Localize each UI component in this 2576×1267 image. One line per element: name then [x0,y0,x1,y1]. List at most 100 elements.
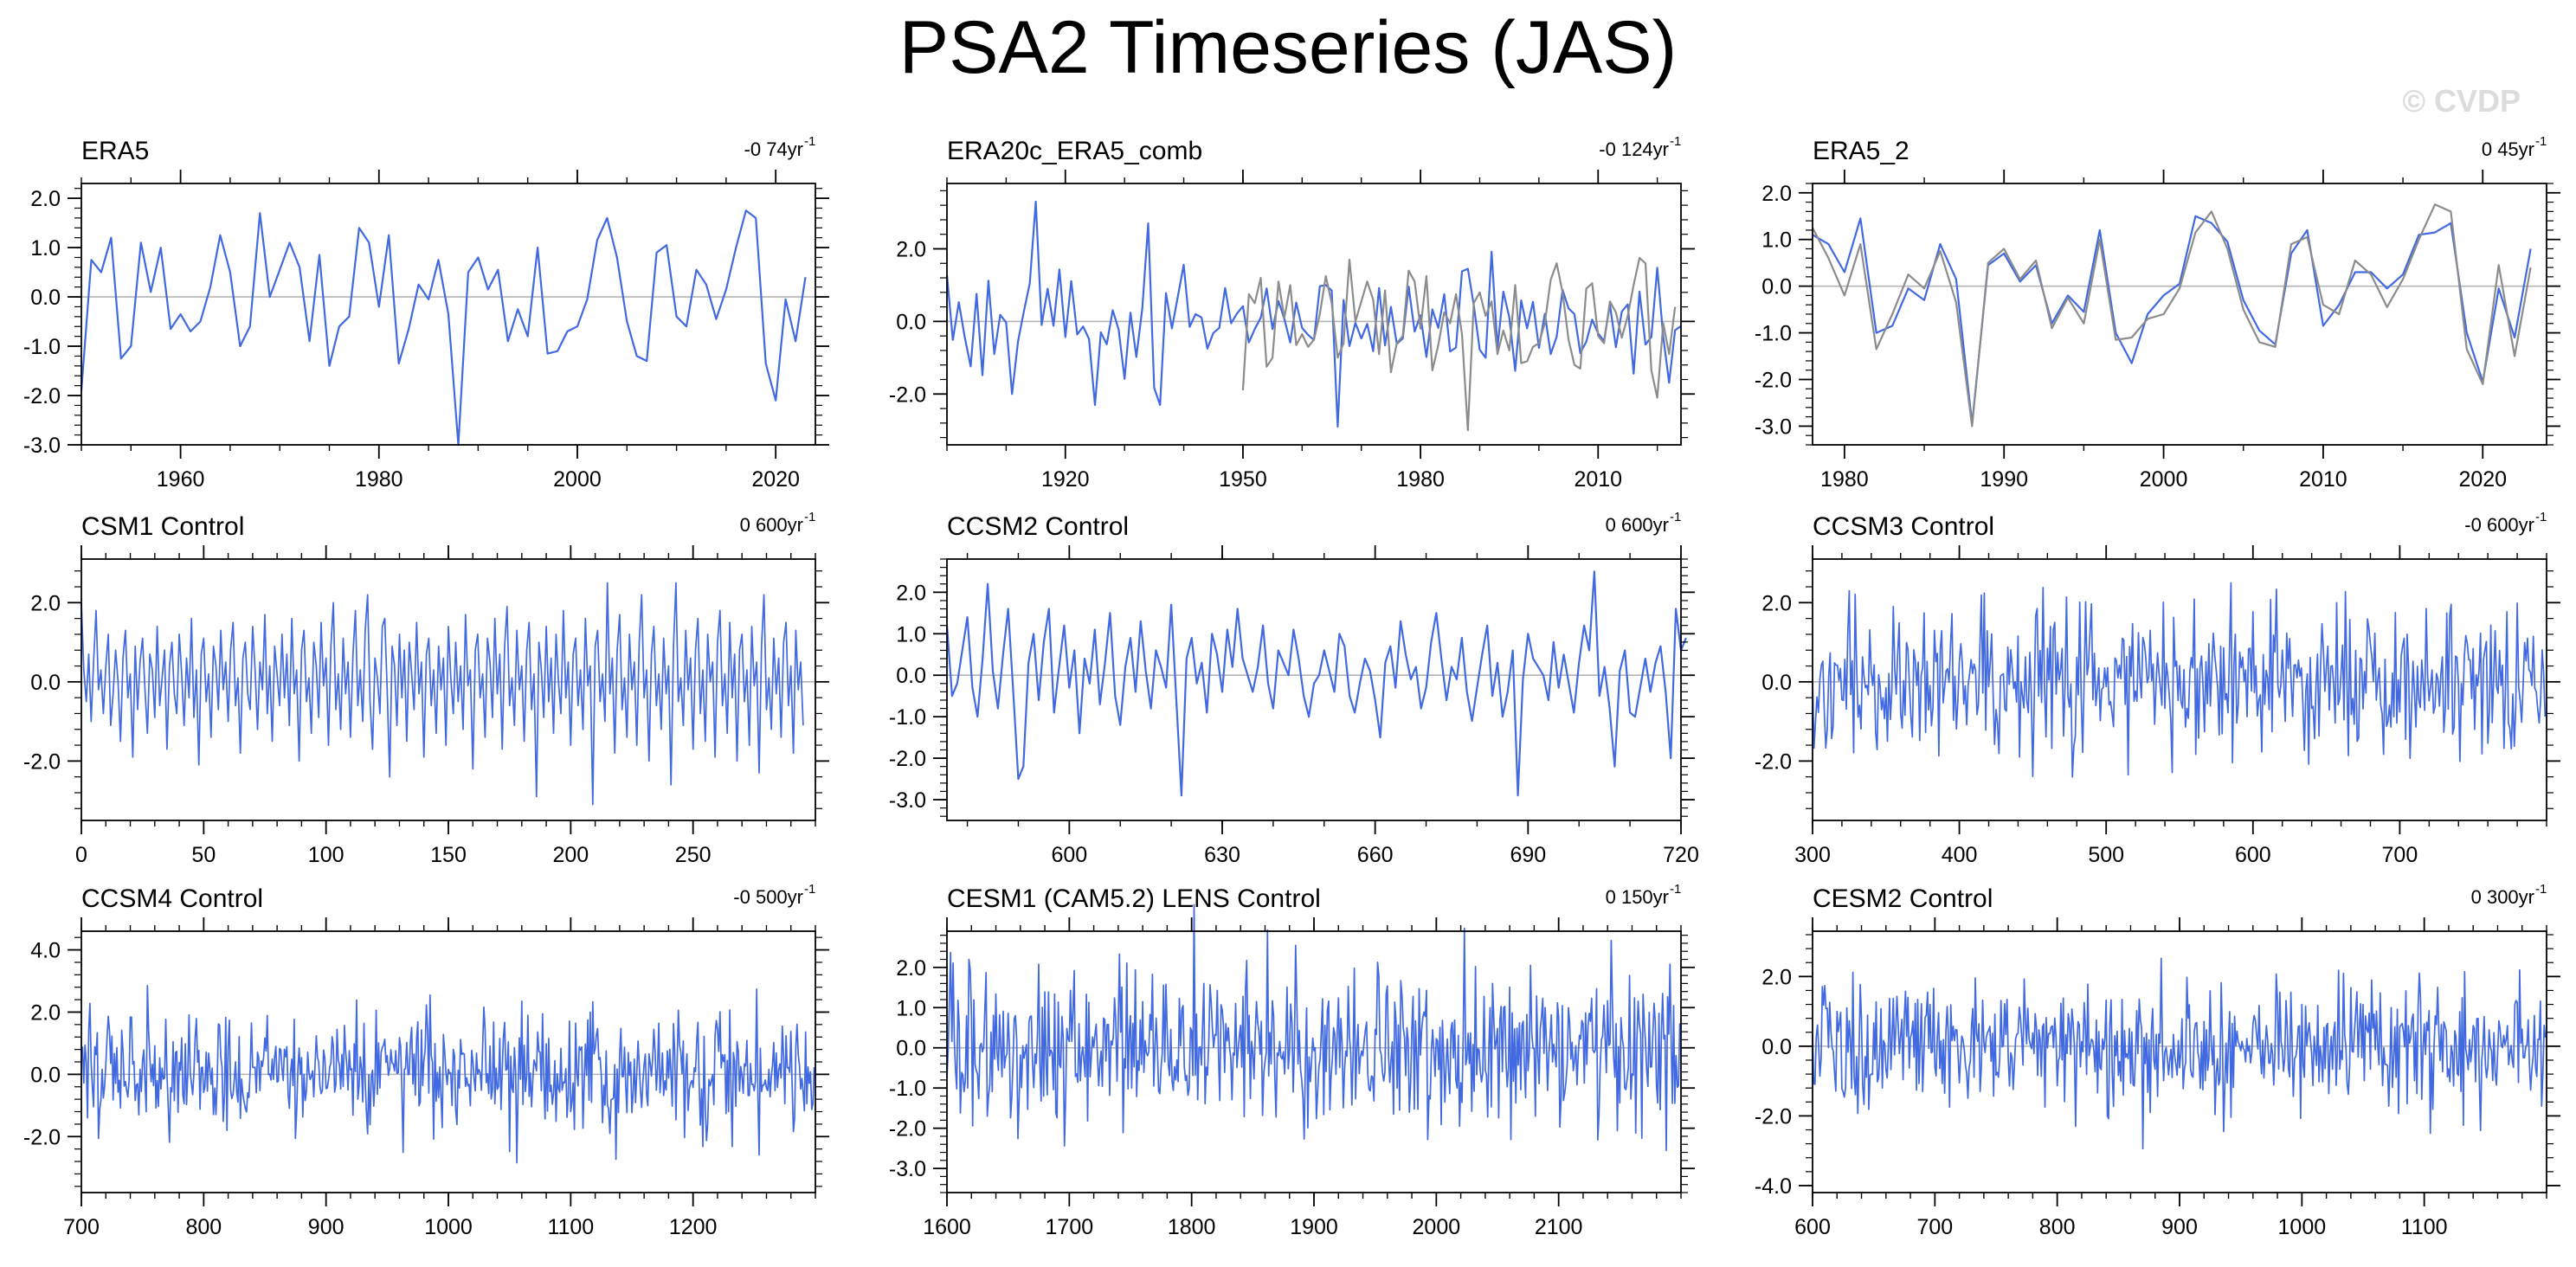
page-title: PSA2 Timeseries (JAS) [898,6,1678,89]
x-tick-label: 600 [2235,843,2271,867]
panel-ccsm4-control: 700 800 900 1000 1100 1200 4.0 2.0 0.0 -2.0 CCSM4 … [23,882,829,1239]
x-tick-label: 2100 [1535,1215,1583,1239]
y-tick-label: 2.0 [896,956,926,981]
x-tick-label: 800 [2039,1215,2076,1239]
x-tick-label: 250 [675,843,712,867]
x-tick-label: 1200 [669,1215,718,1239]
x-tick-label: 400 [1942,843,1978,867]
trend-label: 0 300yr [2471,886,2534,908]
x-tick-label: 900 [2161,1215,2198,1239]
x-tick-label: 700 [2382,843,2418,867]
y-tick-label: -1.0 [889,1077,926,1101]
x-tick-label: 1600 [923,1215,971,1239]
x-tick-label: 2010 [2299,467,2347,492]
trend-label: 0 600yr [1606,514,1669,536]
panel-title: CESM1 (CAM5.2) LENS Control [947,884,1321,913]
x-tick-label: 150 [430,843,467,867]
y-tick-label: 0.0 [896,664,926,688]
x-tick-label: 1980 [355,467,403,492]
x-tick-label: 1000 [2278,1215,2327,1239]
y-tick-label: 1.0 [1761,228,1792,253]
x-tick-label: 200 [552,843,589,867]
y-tick-label: -2.0 [889,1117,926,1142]
x-tick-label: 0 [75,843,87,867]
y-tick-label: 2.0 [1761,591,1792,615]
y-tick-label: -2.0 [1755,1104,1792,1129]
y-tick-label: 1.0 [30,236,61,260]
x-tick-label: 1980 [1396,467,1445,492]
plot-frame [946,558,1682,821]
y-tick-label: 1.0 [896,996,926,1020]
y-tick-label: 2.0 [30,591,61,615]
x-tick-label: 300 [1794,843,1831,867]
x-tick-label: 1990 [1980,467,2028,492]
trend-exponent: -1 [1670,134,1681,149]
plot-frame [1812,558,2547,821]
x-tick-label: 700 [1916,1215,1953,1239]
plot-frame [80,930,816,1193]
y-tick-label: 2.0 [30,1000,61,1025]
x-tick-label: 1800 [1168,1215,1216,1239]
x-tick-label: 100 [308,843,345,867]
panel-ccsm2-control: 600 630 660 690 720 2.0 1.0 0.0 -1.0 -2.0 -3.0 CCSM… [889,510,1699,867]
y-tick-label: -1.0 [889,705,926,730]
x-tick-label: 690 [1510,843,1546,867]
series-line-csm1-control [80,582,804,806]
x-tick-label: 2010 [1574,467,1622,492]
x-tick-label: 1900 [1290,1215,1338,1239]
trend-exponent: -1 [1670,882,1681,897]
y-tick-label: -3.0 [889,1157,926,1181]
y-tick-label: 0.0 [896,310,926,334]
y-tick-label: 2.0 [30,187,61,211]
series-line-era5 [80,209,807,447]
trend-label: -0 124yr [1599,138,1669,160]
y-tick-label: -1.0 [1755,322,1792,346]
series-line-cesm2-control [1812,957,2547,1150]
x-tick-label: 1980 [1820,467,1869,492]
panel-era5: 1960 1980 2000 2020 2.0 1.0 0.0 -1.0 -2.0 -3.0 ERA… [23,134,829,492]
panel-ccsm3-control: 300 400 500 600 700 2.0 0.0 -2.0 CCSM3 Control -0… [1755,510,2560,867]
x-tick-label: 2000 [1413,1215,1461,1239]
trend-label: 0 150yr [1606,886,1669,908]
y-tick-label: -1.0 [23,335,61,359]
x-tick-label: 660 [1357,843,1394,867]
x-tick-label: 600 [1794,1215,1831,1239]
plot-frame [80,558,816,821]
plot-frame [946,183,1682,446]
trend-label: -0 74yr [744,138,803,160]
series-line-ccsm4-control [80,985,815,1164]
y-tick-label: 0.0 [30,1063,61,1087]
x-tick-label: 500 [2088,843,2124,867]
y-tick-label: 2.0 [896,238,926,262]
series-line-era5-2 [1812,215,2532,425]
y-tick-label: 0.0 [1761,1035,1792,1059]
y-tick-label: 4.0 [30,939,61,963]
series-line-ccsm3-control [1812,582,2547,778]
panel-title: CESM2 Control [1813,884,1993,913]
trend-label: 0 45yr [2482,138,2534,160]
panel-title: CCSM3 Control [1813,512,1994,541]
series-line-cesm1-cam5-2-lens-control [946,904,1681,1152]
panel-title: ERA20c_ERA5_comb [947,137,1202,165]
y-tick-label: 0.0 [1761,275,1792,299]
trend-exponent: -1 [804,510,815,524]
x-tick-label: 1000 [424,1215,473,1239]
trend-label: 0 600yr [740,514,803,536]
x-tick-label: 720 [1663,843,1699,867]
panel-csm1-control: 0 50 100 150 200 250 2.0 0.0 -2.0 CSM1 Control 0 6… [23,510,829,867]
panel-title: ERA5_2 [1813,137,1909,165]
trend-exponent: -1 [804,134,815,149]
x-tick-label: 1700 [1046,1215,1094,1239]
trend-label: -0 500yr [733,886,803,908]
y-tick-label: 0.0 [30,286,61,310]
y-tick-label: 0.0 [30,671,61,695]
y-tick-label: 2.0 [1761,182,1792,206]
x-tick-label: 630 [1204,843,1240,867]
y-tick-label: -2.0 [23,749,61,774]
plot-frame [1812,183,2547,446]
trend-exponent: -1 [2535,882,2547,897]
x-tick-label: 1950 [1219,467,1267,492]
y-tick-label: 1.0 [896,622,926,646]
y-tick-label: -4.0 [1755,1174,1792,1199]
